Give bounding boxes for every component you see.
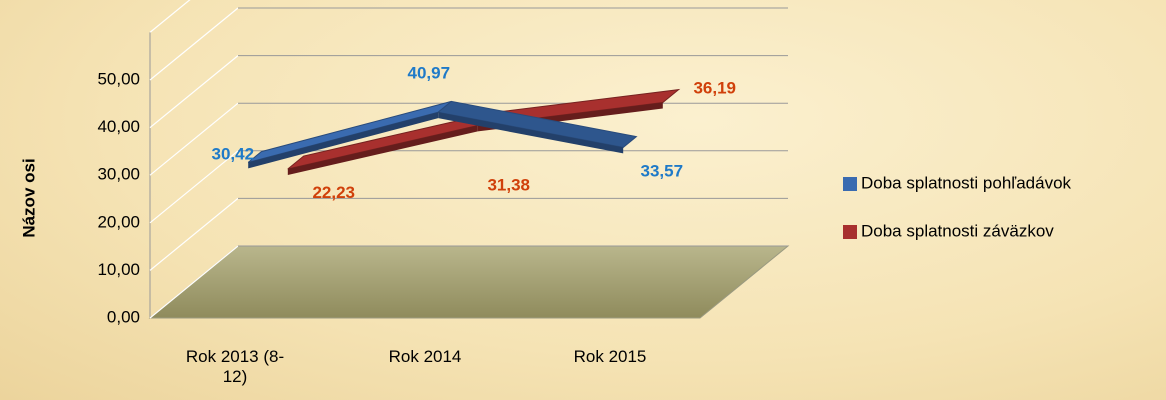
floor <box>148 245 790 319</box>
grid-line <box>149 55 239 129</box>
data-label: 40,97 <box>408 63 451 82</box>
legend-swatch <box>843 225 857 239</box>
y-tick-label: 30,00 <box>97 165 140 184</box>
wall-edge <box>149 0 191 33</box>
x-tick-label: Rok 2015 <box>573 347 647 366</box>
x-tick-label: Rok 2013 (8-12) <box>185 347 285 386</box>
data-label: 36,19 <box>693 79 736 98</box>
grid-line <box>149 197 239 271</box>
y-tick-label: 40,00 <box>97 117 140 136</box>
grid-line <box>149 102 239 176</box>
y-tick-label: 50,00 <box>97 69 140 88</box>
grid-line <box>149 245 239 319</box>
line-side <box>438 112 624 154</box>
x-tick-label: Rok 2014 <box>388 347 462 366</box>
y-tick-label: 20,00 <box>97 212 140 231</box>
grid-line <box>149 7 239 81</box>
data-label: 30,42 <box>212 144 255 163</box>
data-label: 22,23 <box>312 183 355 202</box>
data-label: 31,38 <box>487 175 530 194</box>
y-axis-title: Názov osi <box>19 158 38 237</box>
legend-label: Doba splatnosti pohľadávok <box>861 173 1072 192</box>
legend-label: Doba splatnosti záväzkov <box>861 221 1054 240</box>
line-side <box>248 112 439 169</box>
y-tick-label: 0,00 <box>107 307 140 326</box>
legend-swatch <box>843 177 857 191</box>
data-label: 33,57 <box>641 161 684 180</box>
y-tick-label: 10,00 <box>97 260 140 279</box>
grid-line <box>149 150 239 224</box>
line-side <box>287 125 478 175</box>
